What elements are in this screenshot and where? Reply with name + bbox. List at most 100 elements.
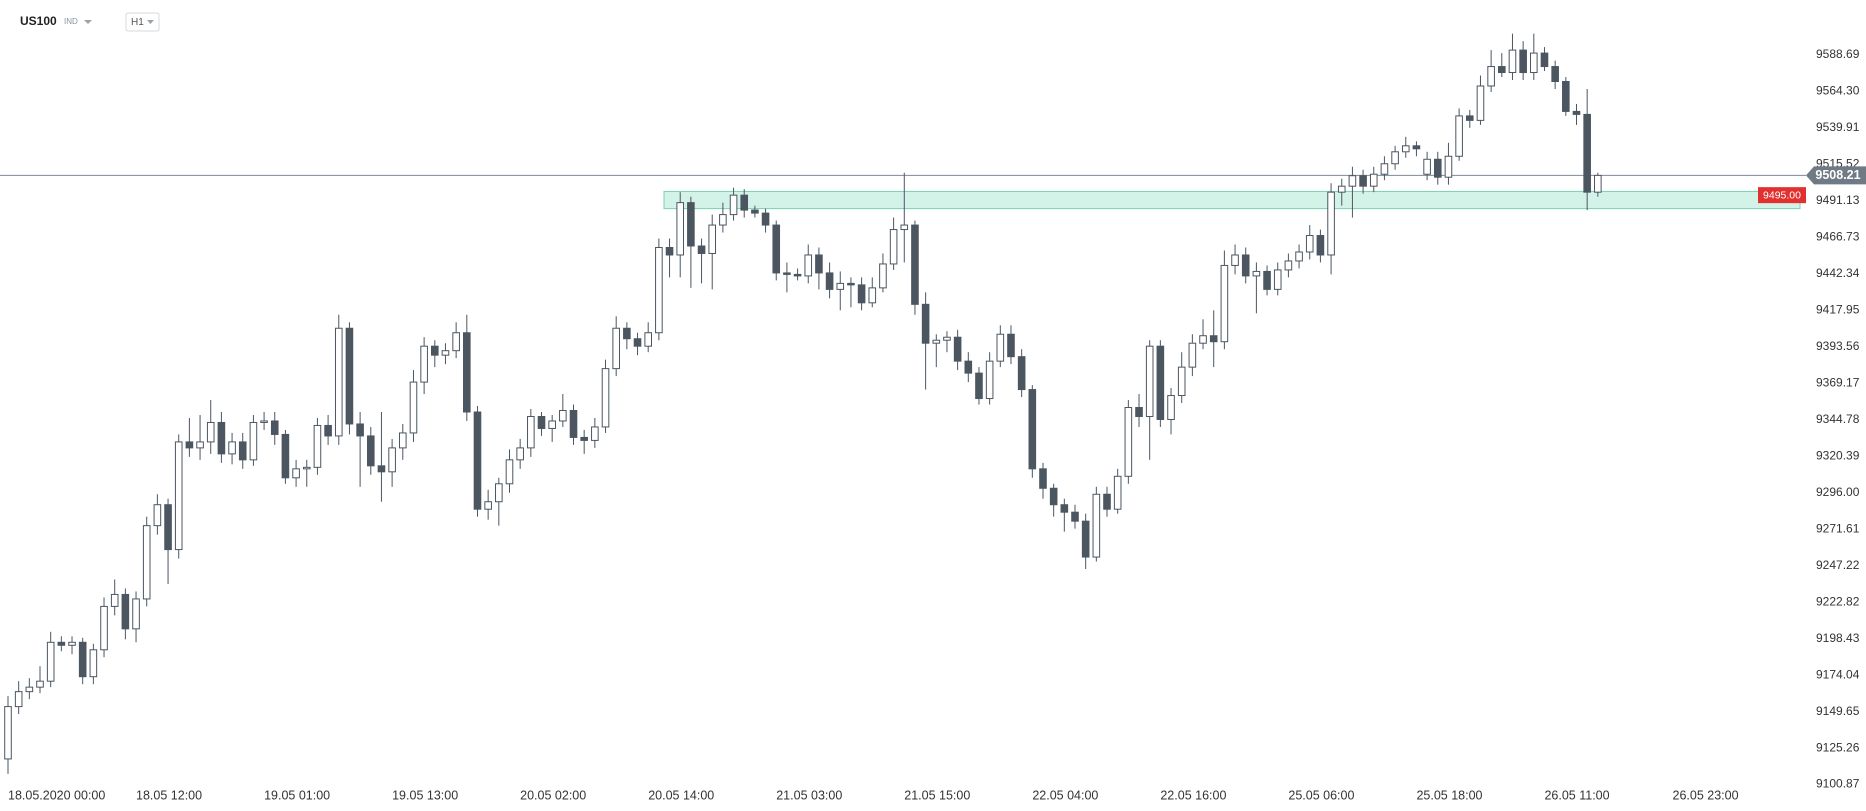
y-tick-label: 9417.95 (1816, 303, 1860, 317)
candle-body (665, 246, 674, 256)
candle-body (4, 706, 12, 760)
candle-body (697, 245, 706, 254)
candle-body (1124, 407, 1133, 477)
x-tick-label: 18.05.2020 00:00 (8, 788, 105, 802)
candle-body (1028, 389, 1037, 470)
candle-body (132, 598, 140, 630)
x-tick-label: 19.05 01:00 (264, 788, 330, 802)
candle-body (185, 441, 194, 449)
candle-body (1007, 333, 1015, 358)
candle-body (527, 415, 535, 449)
candle-body (1530, 52, 1538, 74)
candle-body (121, 593, 130, 630)
candle-body (334, 327, 343, 437)
candle-body (46, 641, 55, 682)
candle-body (463, 332, 471, 413)
candle-body (1241, 254, 1250, 277)
candle-body (964, 360, 973, 374)
candle-body (398, 432, 407, 449)
dropdown-arrow[interactable] (84, 20, 92, 24)
candle-body (676, 202, 685, 256)
x-tick-label: 26.05 23:00 (1673, 788, 1739, 802)
dropdown-arrow[interactable] (147, 20, 154, 24)
candle-body (1337, 185, 1346, 193)
candle-body (900, 224, 909, 231)
candle-body (783, 272, 791, 275)
candle-body (110, 593, 119, 607)
candle-body (1209, 335, 1218, 343)
candle-body (217, 421, 226, 455)
candle-body (302, 466, 311, 470)
candle-body (89, 649, 98, 678)
candle-body (1498, 66, 1506, 74)
y-tick-label: 9491.13 (1816, 193, 1860, 207)
current-price-label: 9508.21 (1815, 168, 1860, 182)
candle-body (377, 465, 386, 473)
y-tick-label: 9466.73 (1816, 230, 1860, 244)
candle-body (1572, 110, 1581, 115)
zone-price-label: 9495.00 (1763, 189, 1801, 201)
candle-body (196, 441, 204, 449)
x-tick-label: 20.05 14:00 (648, 788, 714, 802)
candle-body (815, 254, 823, 274)
candle-body (1359, 175, 1367, 187)
candle-body (772, 224, 781, 274)
candle-body (206, 421, 215, 443)
y-tick-label: 9564.30 (1816, 84, 1860, 98)
candle-body (559, 410, 567, 422)
x-tick-label: 22.05 04:00 (1032, 788, 1098, 802)
candle-body (1188, 342, 1197, 368)
x-tick-label: 21.05 15:00 (904, 788, 970, 802)
candle-body (1092, 493, 1101, 558)
candle-body (1583, 113, 1591, 193)
candle-body (601, 368, 610, 428)
timeframe-box[interactable] (125, 12, 160, 32)
y-tick-label: 9296.00 (1816, 485, 1860, 499)
y-tick-label: 9149.65 (1816, 704, 1860, 718)
candle-body (1220, 264, 1229, 343)
y-tick-label: 9100.87 (1816, 777, 1860, 791)
candle-body (142, 525, 151, 600)
candle-body (644, 332, 653, 347)
candle-body (1316, 235, 1325, 256)
candle-body (473, 411, 482, 510)
candle-body (1263, 270, 1271, 290)
y-tick-label: 9588.69 (1816, 47, 1860, 61)
y-tick-label: 9369.17 (1816, 376, 1860, 390)
candle-body (591, 426, 599, 441)
candle-body (505, 459, 514, 485)
candle-body (932, 339, 941, 344)
candle-body (1081, 520, 1090, 558)
candle-body (313, 424, 322, 468)
candle-body (793, 273, 802, 277)
candle-body (943, 336, 951, 341)
candle-body (1295, 251, 1303, 262)
candle-body (484, 501, 492, 510)
market-type: IND (64, 17, 78, 26)
price-tag (1806, 166, 1866, 185)
candle-body (847, 282, 855, 286)
x-tick-label: 18.05 12:00 (136, 788, 202, 802)
candle-body (868, 287, 877, 304)
candle-body (1562, 81, 1570, 112)
candle-body (687, 202, 695, 247)
candle-body (548, 420, 556, 429)
candle-body (761, 212, 770, 226)
candle-body (100, 605, 108, 651)
candle-body (996, 333, 1005, 362)
candle-body (1039, 468, 1047, 489)
y-tick-label: 9174.04 (1816, 667, 1860, 681)
candle-body (1391, 151, 1399, 165)
candle-body (1401, 145, 1410, 153)
candle-body (1433, 158, 1442, 178)
candle-body (633, 338, 642, 347)
candle-body (1231, 254, 1239, 266)
candle-body (57, 641, 66, 646)
timeframe[interactable]: H1 (131, 17, 144, 28)
candle-body (164, 504, 172, 551)
y-tick-label: 9539.91 (1816, 120, 1860, 134)
symbol[interactable]: US100 (20, 14, 57, 28)
candle-body (14, 691, 23, 708)
y-tick-label: 9271.61 (1816, 521, 1860, 535)
candle-body (356, 423, 364, 437)
